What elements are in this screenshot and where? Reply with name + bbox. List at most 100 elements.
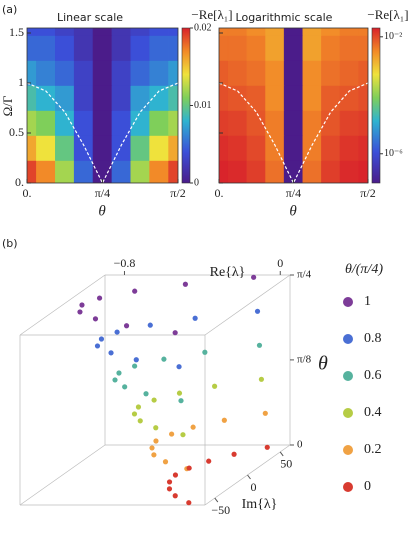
heatmap-cell bbox=[302, 85, 322, 111]
heatmap-cell bbox=[283, 28, 304, 36]
heatmap-cell bbox=[227, 35, 248, 61]
heatmap-cell bbox=[265, 28, 285, 36]
z-tick-label: π/4 bbox=[297, 269, 312, 281]
box-edge bbox=[204, 274, 291, 336]
legend-title: θ/(π/4) bbox=[345, 262, 383, 277]
heatmap-cell bbox=[358, 28, 368, 36]
heatmap-cell bbox=[246, 28, 266, 36]
colorbar-label: −Re[λ₁] bbox=[191, 7, 232, 22]
legend-label: 0 bbox=[364, 479, 371, 494]
heatmap-cell bbox=[73, 35, 94, 61]
point bbox=[161, 356, 167, 362]
y-tick-label: 1.5 bbox=[9, 25, 24, 39]
point bbox=[264, 444, 270, 450]
colorbar-tick-label: 10⁻² bbox=[384, 31, 402, 42]
heatmap-cell bbox=[265, 35, 285, 61]
point bbox=[151, 397, 157, 403]
heatmap-cell bbox=[111, 135, 132, 161]
x-tick-label: 0. bbox=[23, 186, 32, 200]
heatmap-cell bbox=[55, 35, 75, 61]
heatmap-cell bbox=[246, 135, 266, 161]
heatmap-cell bbox=[130, 28, 150, 36]
x-tick bbox=[247, 474, 251, 480]
point bbox=[254, 308, 261, 314]
point bbox=[135, 404, 142, 410]
x-tick-label: 0. bbox=[215, 186, 224, 200]
y-tick-label: 0. bbox=[15, 175, 24, 189]
point bbox=[169, 431, 175, 437]
point bbox=[186, 465, 192, 471]
point bbox=[231, 451, 237, 457]
heatmap-cell bbox=[73, 110, 94, 136]
heatmap-cell bbox=[219, 28, 229, 36]
heatmap-cell bbox=[111, 160, 132, 183]
y-axis-label: Re{λ} bbox=[210, 265, 246, 280]
heatmap-cell bbox=[36, 135, 56, 161]
point bbox=[112, 377, 118, 383]
heatmap-cell bbox=[149, 60, 169, 86]
point bbox=[151, 452, 157, 458]
heatmap-cell bbox=[283, 135, 304, 161]
point bbox=[153, 438, 159, 444]
point bbox=[176, 390, 183, 396]
colorbar-tick-label: 0 bbox=[194, 177, 199, 188]
heatmap-cell bbox=[339, 110, 359, 136]
heatmap-cell bbox=[130, 60, 150, 86]
heatmap-cell bbox=[339, 60, 359, 86]
chart-title: Logarithmic scale bbox=[236, 11, 333, 24]
point bbox=[212, 383, 218, 389]
heatmap-cell bbox=[55, 28, 75, 36]
point bbox=[262, 410, 268, 416]
heatmap-cell bbox=[55, 135, 75, 161]
legend-label: 1 bbox=[364, 294, 371, 309]
point bbox=[96, 295, 103, 301]
heatmap bbox=[219, 28, 368, 183]
x-tick-label: π/2 bbox=[360, 186, 375, 200]
y-tick-label: −0.8 bbox=[114, 256, 136, 270]
point bbox=[108, 350, 114, 356]
heatmap-cell bbox=[358, 160, 368, 183]
box-edge bbox=[19, 444, 106, 506]
point bbox=[221, 417, 227, 423]
legend-label: 0.2 bbox=[364, 442, 382, 457]
heatmap-cell bbox=[36, 35, 56, 61]
heatmap-cell bbox=[130, 85, 150, 111]
legend-label: 0.8 bbox=[364, 331, 382, 346]
point bbox=[176, 364, 182, 370]
point bbox=[114, 329, 120, 335]
heatmap-cell bbox=[149, 160, 169, 183]
heatmap-cell bbox=[36, 28, 56, 36]
heatmap-cell bbox=[92, 135, 113, 161]
y-tick-label: 1 bbox=[18, 75, 24, 89]
point bbox=[258, 376, 265, 382]
heatmap-cell bbox=[227, 135, 248, 161]
heatmap-cell bbox=[321, 28, 341, 36]
heatmap-cell bbox=[358, 60, 368, 86]
panel-label: (b) bbox=[2, 237, 18, 250]
legend-label: 0.6 bbox=[364, 368, 382, 383]
legend-marker bbox=[343, 371, 353, 381]
box-edge bbox=[19, 274, 106, 336]
heatmap-cell bbox=[92, 35, 113, 61]
heatmap-cell bbox=[321, 135, 341, 161]
heatmap-cell bbox=[73, 60, 94, 86]
point bbox=[147, 322, 153, 328]
heatmap-cell bbox=[265, 135, 285, 161]
point bbox=[172, 493, 178, 499]
heatmap-cell bbox=[149, 110, 169, 136]
x-tick-label: −50 bbox=[211, 503, 230, 517]
heatmap-cell bbox=[73, 28, 94, 36]
point bbox=[251, 274, 257, 280]
point bbox=[192, 315, 198, 321]
x-tick-label: 0 bbox=[251, 480, 257, 494]
heatmap-cell bbox=[92, 110, 113, 136]
heatmap-cell bbox=[302, 160, 322, 183]
point bbox=[190, 424, 196, 430]
heatmap-cell bbox=[283, 60, 304, 86]
heatmap-cell bbox=[302, 35, 322, 61]
heatmap-cell bbox=[130, 35, 150, 61]
heatmap-cell bbox=[339, 135, 359, 161]
x-tick bbox=[214, 497, 219, 503]
point bbox=[131, 411, 138, 417]
